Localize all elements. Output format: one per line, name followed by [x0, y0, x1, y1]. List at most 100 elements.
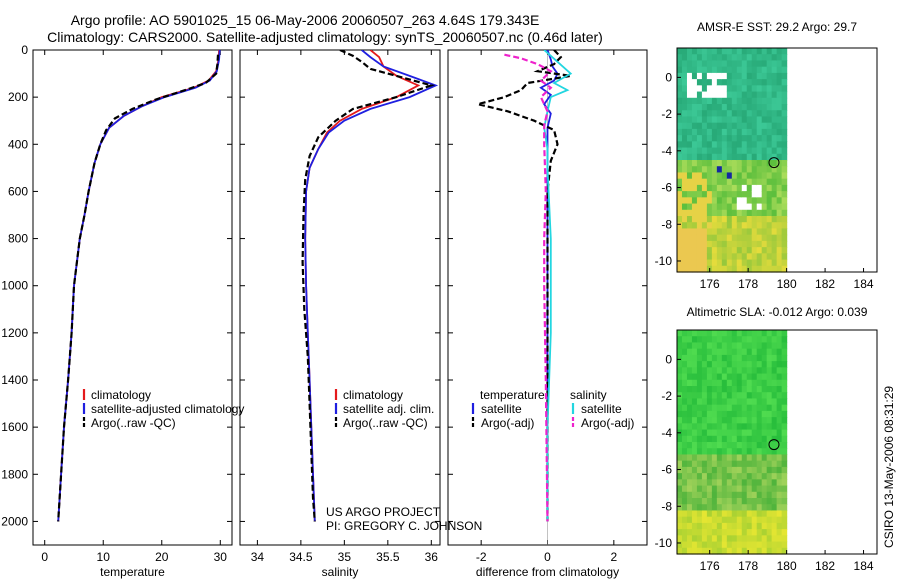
amsr-heatmap-cell	[751, 216, 758, 223]
sla-heatmap-cell	[751, 491, 758, 499]
amsr-heatmap-cell	[731, 209, 738, 217]
salinity-xtick-label: 34.5	[289, 550, 313, 564]
sla-heatmap-cell	[776, 392, 783, 400]
sla-heatmap-cell	[741, 429, 748, 437]
amsr-heatmap-cell	[731, 104, 738, 111]
amsr-heatmap-cell	[701, 184, 708, 192]
amsr-heatmap-cell	[751, 228, 758, 236]
amsr-heatmap-cell	[721, 259, 728, 267]
sla-heatmap-cell	[681, 479, 688, 487]
amsr-heatmap-cell	[731, 178, 738, 186]
legend-title-salinity: salinity	[570, 388, 607, 402]
sla-heatmap-cell	[736, 547, 743, 555]
amsr-heatmap-cell	[681, 104, 688, 111]
amsr-heatmap-cell	[726, 228, 733, 236]
amsr-heatmap-cell	[761, 153, 768, 161]
sla-heatmap-cell	[736, 522, 743, 530]
amsr-heatmap-cell	[716, 265, 723, 273]
amsr-heatmap-cell	[711, 209, 718, 217]
sla-heatmap-cell	[711, 342, 718, 350]
amsr-heatmap-cell	[726, 259, 733, 267]
sla-heatmap-cell	[686, 504, 693, 512]
amsr-heatmap-cell	[746, 222, 753, 230]
amsr-heatmap-cell	[721, 172, 728, 180]
sla-heatmap-cell	[701, 348, 708, 356]
amsr-heatmap-cell	[691, 141, 698, 149]
sla-heatmap-cell	[677, 510, 683, 518]
amsr-heatmap-cell	[731, 265, 738, 273]
amsr-heatmap-cell	[766, 191, 773, 198]
sla-heatmap-cell	[751, 361, 758, 368]
amsr-heatmap-cell	[677, 178, 683, 186]
sla-heatmap-cell	[726, 448, 733, 456]
sla-heatmap-cell	[681, 373, 688, 381]
sla-heatmap-cell	[731, 448, 738, 456]
sla-heatmap-cell	[696, 535, 703, 543]
amsr-heatmap-cell	[686, 141, 693, 149]
sla-heatmap-cell	[746, 460, 753, 468]
sla-heatmap-cell	[761, 485, 768, 493]
sla-heatmap-cell	[766, 336, 773, 344]
amsr-heatmap-cell	[691, 153, 698, 161]
sla-heatmap-cell	[751, 535, 758, 543]
sla-heatmap-cell	[781, 429, 788, 437]
amsr-heatmap-cell	[756, 259, 763, 267]
sla-heatmap-cell	[736, 491, 743, 499]
amsr-heatmap-cell	[751, 60, 758, 68]
salinity-xtick-label: 35	[338, 550, 352, 564]
sla-heatmap-cell	[716, 429, 723, 437]
amsr-heatmap-cell	[771, 141, 778, 149]
sla-heatmap-cell	[716, 367, 723, 375]
amsr-map-title: AMSR-E SST: 29.2 Argo: 29.7	[697, 20, 857, 34]
sla-heatmap-cell	[716, 454, 723, 462]
sla-heatmap-cell	[691, 448, 698, 456]
sla-heatmap-cell	[731, 342, 738, 350]
sla-heatmap-cell	[781, 361, 788, 368]
sla-heatmap-cell	[741, 404, 748, 412]
sla-heatmap-cell	[677, 361, 683, 368]
sla-heatmap-cell	[696, 491, 703, 499]
sla-heatmap-cell	[736, 373, 743, 381]
amsr-heatmap-cell	[751, 265, 758, 273]
amsr-heatmap-cell	[706, 222, 713, 230]
amsr-heatmap-cell	[761, 72, 768, 80]
amsr-heatmap-cell	[781, 72, 788, 80]
sla-heatmap-cell	[681, 386, 688, 393]
amsr-heatmap-cell	[766, 216, 773, 223]
sla-heatmap-cell	[746, 522, 753, 530]
sla-heatmap-cell	[766, 417, 773, 424]
amsr-heatmap-cell	[756, 178, 763, 186]
sla-heatmap-cell	[711, 529, 718, 536]
amsr-heatmap-cell	[721, 153, 728, 161]
sla-heatmap-cell	[686, 510, 693, 518]
sla-heatmap-cell	[696, 479, 703, 487]
sla-heatmap-cell	[711, 541, 718, 549]
sla-heatmap-cell	[701, 516, 708, 524]
sla-heatmap-cell	[781, 473, 788, 480]
sla-heatmap-cell	[736, 510, 743, 518]
amsr-heatmap-cell	[781, 116, 788, 124]
sla-heatmap-cell	[781, 491, 788, 499]
amsr-heatmap-cell	[731, 79, 738, 86]
amsr-heatmap-cell	[686, 116, 693, 124]
sla-heatmap-cell	[771, 398, 778, 406]
amsr-heatmap-cell	[721, 72, 728, 80]
sla-heatmap-cell	[726, 460, 733, 468]
sla-heatmap-cell	[746, 410, 753, 418]
sla-heatmap-cell	[766, 547, 773, 555]
sla-heatmap-cell	[766, 398, 773, 406]
sla-heatmap-cell	[776, 541, 783, 549]
sla-heatmap-cell	[731, 460, 738, 468]
sla-heatmap-cell	[677, 398, 683, 406]
sla-heatmap-cell	[751, 448, 758, 456]
sla-heatmap-cell	[781, 516, 788, 524]
sla-heatmap-cell	[716, 373, 723, 381]
sla-heatmap-cell	[776, 410, 783, 418]
sla-ytick-label: 0	[665, 352, 672, 366]
depth-tick-label: 1000	[1, 279, 28, 293]
sla-heatmap-cell	[736, 398, 743, 406]
sla-heatmap-cell	[751, 454, 758, 462]
sla-heatmap-cell	[756, 485, 763, 493]
amsr-heatmap-cell	[691, 128, 698, 136]
amsr-heatmap-cell	[766, 79, 773, 86]
